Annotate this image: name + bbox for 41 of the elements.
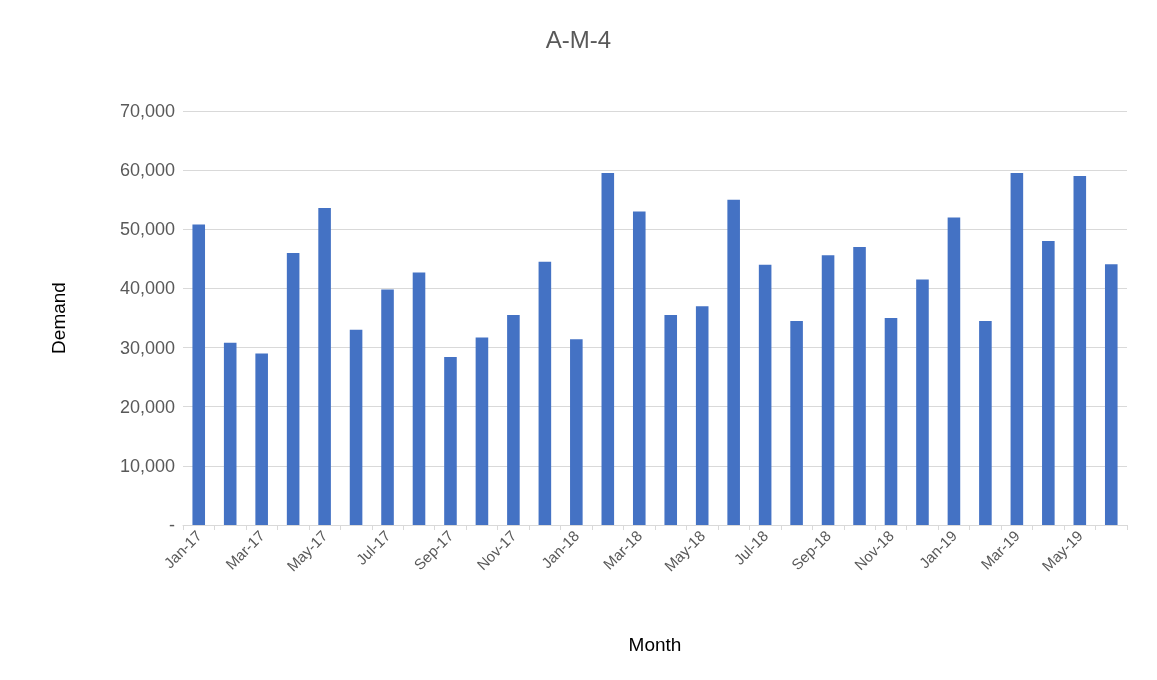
y-axis-title: Demand [48,282,69,354]
bar [1073,176,1087,525]
bar [507,315,520,525]
bar [664,315,678,525]
y-tick-label: 50,000 [119,219,175,240]
bar [192,224,206,525]
y-tick-label: 30,000 [119,337,175,358]
bar [538,261,552,525]
bar [916,279,929,525]
bar [853,247,866,525]
y-tick-label: 20,000 [119,396,175,417]
bar [255,353,268,525]
bar [381,289,394,525]
x-axis-title: Month [628,634,682,655]
bar [475,337,489,525]
bar [790,320,803,525]
y-tick-label: 70,000 [119,101,175,121]
bar [695,306,709,525]
bar [444,357,457,525]
bar [223,342,237,525]
bar [318,207,331,525]
bar [884,318,898,525]
bar [601,173,615,525]
bar [979,320,992,525]
y-tick-label: 40,000 [119,278,175,299]
bar [1010,173,1024,525]
bar [632,211,646,525]
y-tick-label: 10,000 [119,455,175,476]
bar [1104,264,1118,525]
bar [412,272,426,525]
bar [758,264,772,525]
bar [821,255,835,525]
y-tick-label: 60,000 [119,160,175,181]
bar [286,252,300,525]
bar [1042,241,1055,525]
y-tick-label: - [169,515,175,535]
bar [947,217,961,525]
bar [727,199,740,525]
bar [570,339,583,525]
chart-title: A-M-4 [545,25,612,53]
bar [349,329,363,525]
